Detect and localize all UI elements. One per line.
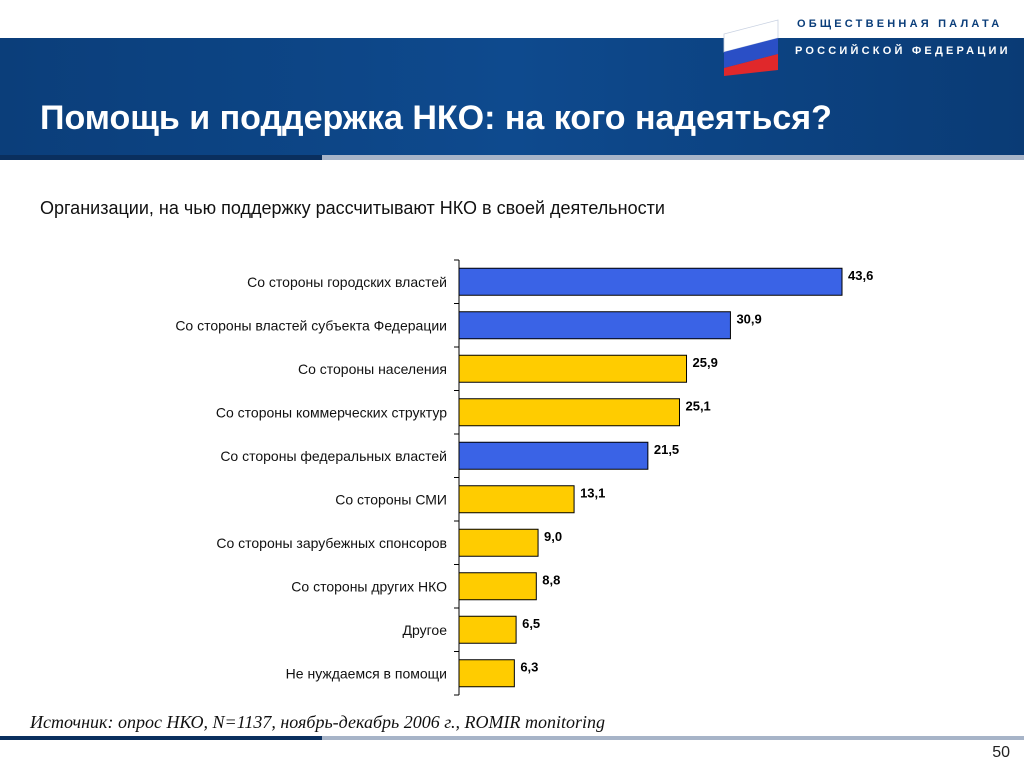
bar-chart: Со стороны городских властей 43,6 Со сторо… <box>175 259 873 696</box>
category-label: Со стороны населения <box>298 361 447 377</box>
header-divider-dark <box>0 155 322 160</box>
data-label: 9,0 <box>544 529 562 544</box>
category-label: Со стороны федеральных властей <box>220 448 447 464</box>
footer-divider-dark <box>0 736 322 740</box>
category-label: Со стороны городских властей <box>247 274 447 290</box>
data-label: 6,5 <box>522 616 540 631</box>
header-divider-light <box>322 155 1024 160</box>
bar <box>458 398 680 427</box>
bar <box>458 311 731 340</box>
category-label: Со стороны СМИ <box>335 491 447 507</box>
header-band <box>0 38 1024 155</box>
category-label: Со стороны властей субъекта Федерации <box>175 317 447 333</box>
bar <box>458 615 517 644</box>
data-label: 6,3 <box>520 659 538 674</box>
logo-text-federation: РОССИЙСКОЙ ФЕДЕРАЦИИ <box>795 45 1011 57</box>
data-label: 13,1 <box>580 485 605 500</box>
bar <box>458 485 575 514</box>
data-label: 25,1 <box>685 398 710 413</box>
bar <box>458 354 688 383</box>
category-label: Со стороны коммерческих структур <box>216 404 447 420</box>
source-note: Источник: опрос НКО, N=1137, ноябрь-дека… <box>30 712 605 732</box>
footer-divider-light <box>322 736 1024 740</box>
data-label: 25,9 <box>693 355 718 370</box>
slide-header: ОБЩЕСТВЕННАЯ ПАЛАТА РОССИЙСКОЙ ФЕДЕРАЦИИ… <box>0 0 1024 160</box>
bar <box>458 267 843 296</box>
category-label: Другое <box>403 622 448 638</box>
data-label: 43,6 <box>848 268 873 283</box>
page-title: Помощь и поддержка НКО: на кого надеятьс… <box>40 99 832 137</box>
category-label: Не нуждаемся в помощи <box>286 665 447 681</box>
russian-flag-icon <box>723 19 779 76</box>
category-label: Со стороны зарубежных спонсоров <box>216 535 447 551</box>
chart-title: Организации, на чью поддержку рассчитыва… <box>40 198 665 218</box>
page-number: 50 <box>992 744 1010 761</box>
logo-text-chamber: ОБЩЕСТВЕННАЯ ПАЛАТА <box>795 18 1005 30</box>
bar <box>458 528 539 557</box>
bar <box>458 659 515 688</box>
data-label: 21,5 <box>654 442 679 457</box>
data-label: 30,9 <box>736 311 761 326</box>
category-label: Со стороны других НКО <box>291 578 447 594</box>
bar <box>458 441 649 470</box>
bar <box>458 572 537 601</box>
data-label: 8,8 <box>542 572 560 587</box>
